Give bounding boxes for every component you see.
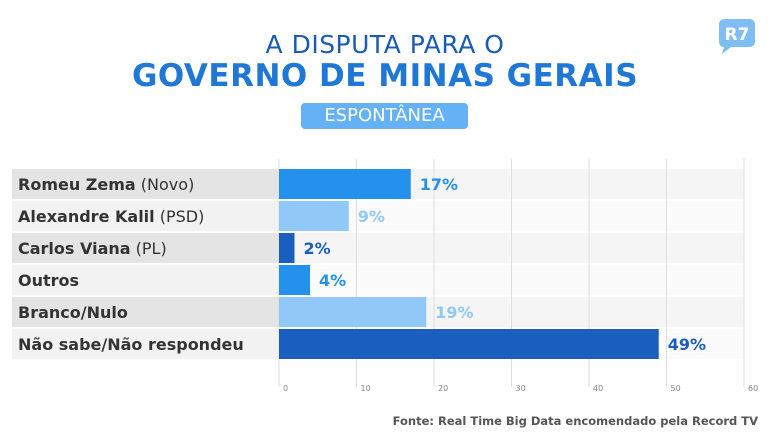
bar: [279, 265, 310, 295]
category-party: (PL): [131, 239, 167, 258]
bar: [279, 169, 411, 199]
x-tick-label: 30: [516, 384, 526, 393]
category-name: Carlos Viana: [18, 239, 131, 258]
category-party: (PSD): [155, 207, 205, 226]
row-label-background: [12, 169, 279, 199]
x-tick-label: 60: [748, 384, 758, 393]
subtitle-badge: ESPONTÂNEA: [301, 103, 468, 129]
row-label-background: [12, 265, 279, 295]
logo-text: R7: [725, 25, 750, 45]
category-party: (Novo): [136, 175, 195, 194]
bar: [279, 297, 427, 327]
x-tick-label: 40: [593, 384, 603, 393]
category-name: Romeu Zema: [18, 175, 136, 194]
x-tick-label: 20: [438, 384, 448, 393]
data-label: 2%: [304, 239, 331, 258]
row-label-background: [12, 297, 279, 327]
category-name: Branco/Nulo: [18, 303, 128, 322]
bar: [279, 233, 295, 263]
category-label: Não sabe/Não respondeu: [18, 335, 244, 354]
category-name: Outros: [18, 271, 79, 290]
title-line-2: GOVERNO DE MINAS GERAIS: [131, 58, 639, 94]
title-line-1: A DISPUTA PARA O: [265, 30, 505, 59]
x-tick-label: 50: [671, 384, 681, 393]
data-label: 49%: [668, 335, 706, 354]
category-label: Romeu Zema (Novo): [18, 175, 194, 194]
bar: [279, 329, 659, 359]
category-label: Alexandre Kalil (PSD): [18, 207, 204, 226]
category-label: Carlos Viana (PL): [18, 239, 167, 258]
r7-logo: R7: [719, 19, 755, 54]
category-label: Branco/Nulo: [18, 303, 128, 322]
data-label: 17%: [420, 175, 458, 194]
row-label-background: [12, 201, 279, 231]
category-label: Outros: [18, 271, 79, 290]
row-label-background: [12, 329, 279, 359]
data-label: 9%: [358, 207, 385, 226]
x-tick-label: 10: [361, 384, 371, 393]
data-label: 19%: [435, 303, 473, 322]
bar: [279, 201, 349, 231]
x-tick-label: 0: [283, 384, 288, 393]
row-label-background: [12, 233, 279, 263]
category-name: Não sabe/Não respondeu: [18, 335, 244, 354]
source-note: Fonte: Real Time Big Data encomendado pe…: [392, 414, 758, 428]
category-name: Alexandre Kalil: [18, 207, 155, 226]
data-label: 4%: [319, 271, 346, 290]
